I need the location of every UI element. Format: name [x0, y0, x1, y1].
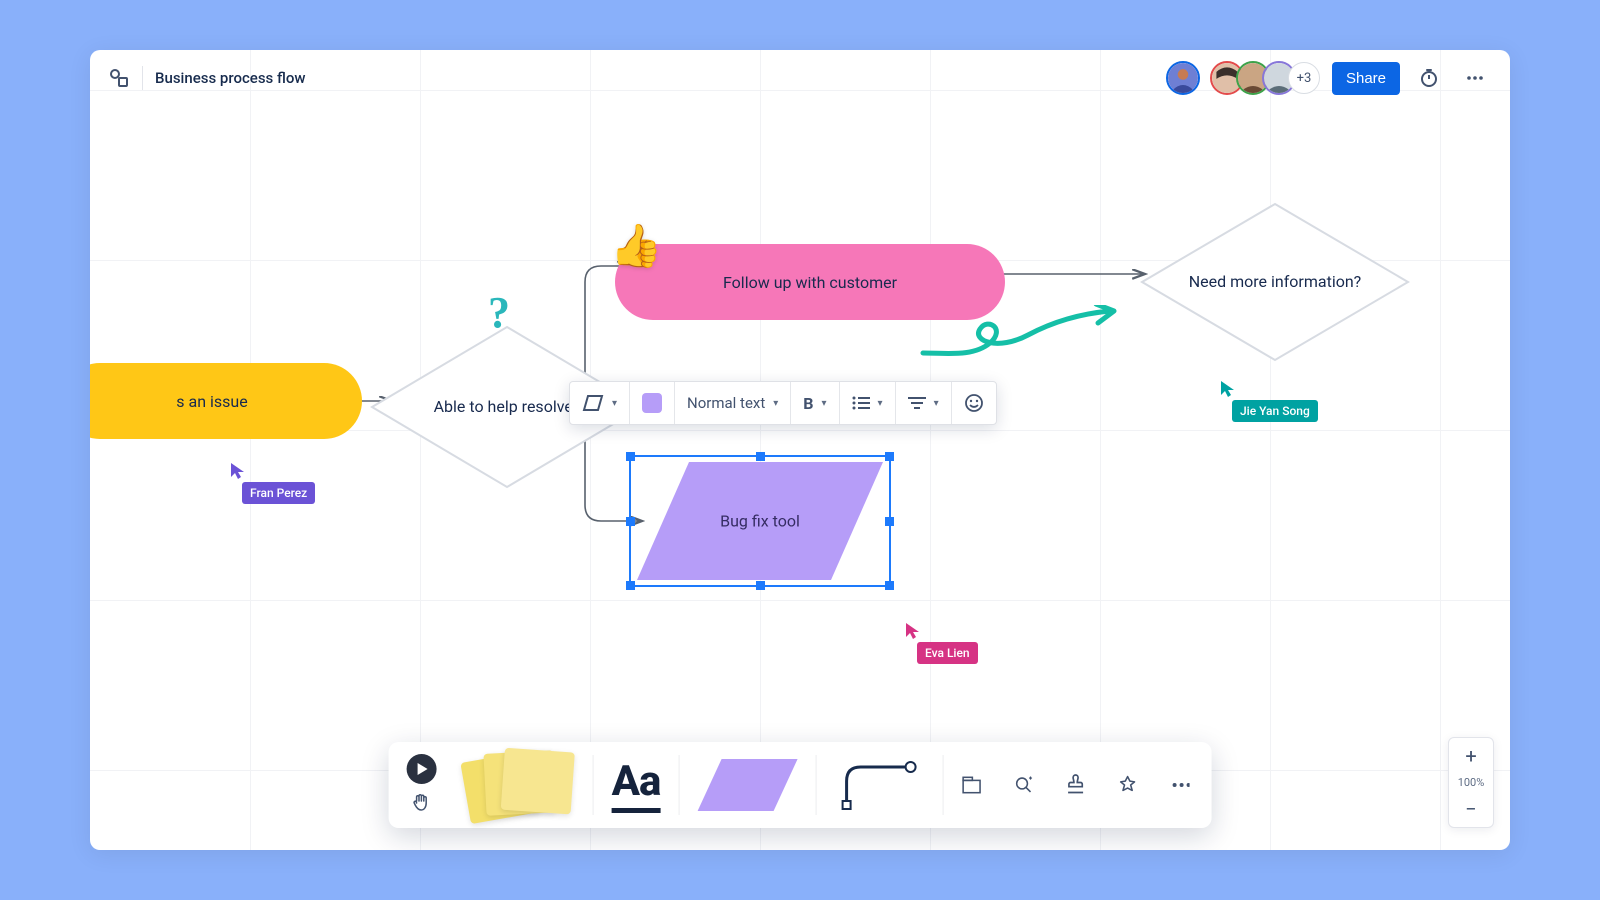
search-plus-icon [1013, 772, 1033, 798]
cursor-label: Fran Perez [242, 482, 315, 504]
search-tool[interactable] [999, 750, 1047, 820]
sparkle-badge-icon [1117, 772, 1137, 798]
smile-icon [964, 393, 984, 413]
list-icon [852, 396, 870, 410]
resize-handle-tl[interactable] [626, 452, 635, 461]
bold-button[interactable]: B▾ [791, 382, 839, 424]
remote-cursor-eva: Eva Lien [905, 622, 978, 664]
sticker-thumbs-up[interactable]: 👍 [610, 222, 662, 271]
node-label: s an issue [176, 392, 247, 411]
fill-color-picker[interactable] [630, 382, 675, 424]
shape-tool-icon [697, 755, 797, 815]
resize-handle-tm[interactable] [756, 452, 765, 461]
resize-handle-tr[interactable] [885, 452, 894, 461]
scribble-arrow[interactable] [918, 305, 1128, 365]
timer-button[interactable] [1412, 61, 1446, 95]
share-button[interactable]: Share [1332, 62, 1400, 95]
shape-picker[interactable]: ▾ [570, 382, 630, 424]
board-title[interactable]: Business process flow [155, 69, 306, 87]
avatar[interactable] [1166, 61, 1200, 95]
app-window: s an issue Follow up with customer Able … [90, 50, 1510, 850]
stamp-tool[interactable] [1051, 750, 1099, 820]
resize-handle-br[interactable] [885, 581, 894, 590]
zoom-out-button[interactable]: − [1449, 791, 1493, 827]
text-style-picker[interactable]: Normal text ▾ [675, 382, 791, 424]
sticky-note-tool[interactable] [451, 750, 589, 820]
shapes-icon [108, 67, 130, 89]
more-menu[interactable] [1458, 61, 1492, 95]
bold-icon: B [803, 394, 813, 413]
shape-tool[interactable] [683, 750, 811, 820]
align-button[interactable]: ▾ [896, 382, 952, 424]
cursor-label: Jie Yan Song [1232, 400, 1318, 422]
node-label: Need more information? [1159, 272, 1391, 293]
sticker-question[interactable]: ? [488, 287, 510, 338]
hand-icon [412, 792, 432, 812]
zoom-control: + 100% − [1448, 737, 1494, 828]
text-tool-label: Aa [612, 757, 661, 813]
frame-tool[interactable] [947, 750, 995, 820]
text-style-label: Normal text [687, 394, 765, 412]
play-icon [416, 763, 428, 775]
bottom-toolbar: Aa [389, 742, 1212, 828]
node-bugfix[interactable]: Bug fix tool [637, 462, 883, 580]
cursor-label: Eva Lien [917, 642, 978, 664]
connector-icon [834, 755, 924, 815]
zoom-level[interactable]: 100% [1458, 774, 1485, 791]
zoom-in-button[interactable]: + [1449, 738, 1493, 774]
canvas[interactable]: s an issue Follow up with customer Able … [90, 50, 1510, 850]
canvas-grid [90, 50, 1510, 850]
presence-avatars: +3 [1166, 61, 1320, 95]
sticker-tool[interactable] [1103, 750, 1151, 820]
remote-cursor-jie: Jie Yan Song [1220, 380, 1318, 422]
dots-icon [1465, 68, 1485, 88]
node-label: Bug fix tool [637, 512, 883, 531]
pan-tool[interactable] [412, 792, 432, 816]
resize-handle-bm[interactable] [756, 581, 765, 590]
format-toolbar: ▾ Normal text ▾ B▾ ▾ [569, 381, 997, 425]
divider [142, 66, 143, 90]
align-icon [908, 396, 926, 410]
resize-handle-ml[interactable] [626, 517, 635, 526]
dots-icon [1169, 775, 1189, 795]
more-tools[interactable] [1155, 750, 1203, 820]
connector-tool[interactable] [820, 750, 938, 820]
parallelogram-icon [582, 394, 604, 412]
present-button[interactable] [407, 754, 437, 784]
node-issue[interactable]: s an issue [90, 363, 362, 439]
node-decision-info[interactable]: Need more information? [1140, 202, 1410, 362]
avatar-overflow[interactable]: +3 [1288, 62, 1320, 94]
remote-cursor-fran: Fran Perez [230, 462, 315, 504]
frame-icon [961, 773, 981, 797]
timer-icon [1418, 67, 1440, 89]
text-tool[interactable]: Aa [598, 750, 675, 820]
resize-handle-bl[interactable] [626, 581, 635, 590]
resize-handle-mr[interactable] [885, 517, 894, 526]
stamp-icon [1065, 772, 1085, 798]
header: Business process flow + [90, 50, 1510, 106]
emoji-button[interactable] [952, 382, 996, 424]
color-swatch [642, 393, 662, 413]
node-label: Follow up with customer [723, 273, 897, 292]
list-button[interactable]: ▾ [840, 382, 896, 424]
